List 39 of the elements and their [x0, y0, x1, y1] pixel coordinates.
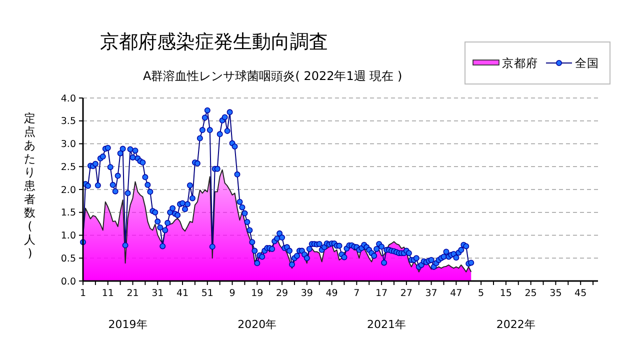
text: 2020年 — [238, 318, 277, 331]
x-tick-label: 25 — [524, 288, 537, 299]
y-tick-label: 1.0 — [60, 230, 76, 242]
x-tick-label: 49 — [326, 288, 338, 299]
x-tick-label: 39 — [300, 288, 313, 299]
y-tick-label: 0.5 — [60, 253, 76, 264]
legend-label: 全国 — [575, 56, 599, 70]
text: 2022年 — [496, 318, 536, 331]
y-tick-label: 2.0 — [60, 184, 76, 196]
x-tick-label: 29 — [276, 288, 288, 299]
x-tick-label: 1 — [80, 288, 86, 299]
legend-label: 京都府 — [502, 56, 538, 70]
x-tick-label: 9 — [229, 288, 236, 299]
y-tick-label: 2.5 — [60, 162, 76, 173]
y-tick-label: 3.0 — [60, 139, 76, 150]
text: 定点あたり患者数(人) — [24, 111, 36, 260]
x-tick-label: 37 — [425, 288, 438, 299]
chart-subtitle: A群溶血性レンサ球菌咽頭炎( 2022年1週 現在 ) — [143, 69, 402, 83]
x-tick-label: 27 — [400, 288, 412, 299]
x-tick-label: 15 — [500, 288, 512, 299]
x-tick-label: 21 — [126, 288, 139, 299]
text: 2021年 — [367, 318, 406, 331]
x-tick-label: 51 — [201, 288, 214, 299]
x-tick-label: 5 — [478, 288, 484, 299]
x-tick-label: 11 — [102, 288, 114, 299]
x-tick-label: 47 — [450, 288, 462, 299]
x-tick-label: 7 — [354, 288, 360, 299]
x-tick-label: 45 — [574, 288, 587, 299]
x-tick-label: 17 — [376, 288, 388, 299]
y-tick-label: 3.5 — [60, 116, 76, 128]
y-tick-label: 4.0 — [60, 93, 76, 104]
x-tick-label: 35 — [550, 288, 562, 299]
x-tick-label: 31 — [152, 288, 164, 299]
chart-title: 京都府感染症発生動向調査 — [100, 31, 328, 53]
x-tick-label: 41 — [176, 288, 189, 299]
text: 2019年 — [108, 318, 148, 331]
x-tick-label: 19 — [251, 288, 264, 299]
y-tick-label: 1.5 — [60, 208, 76, 219]
y-tick-label: 0.0 — [60, 276, 76, 288]
